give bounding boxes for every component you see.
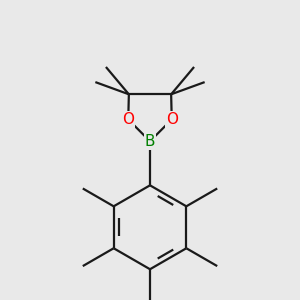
Text: O: O (166, 112, 178, 127)
Text: O: O (122, 112, 134, 127)
Text: B: B (145, 134, 155, 149)
